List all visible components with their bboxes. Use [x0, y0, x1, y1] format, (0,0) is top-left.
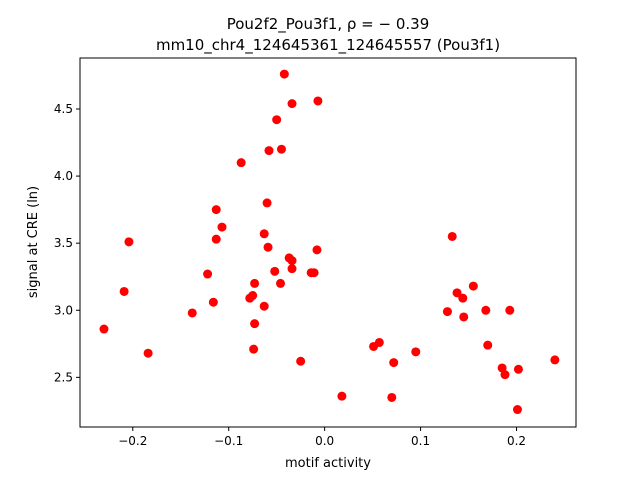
data-point [481, 305, 491, 315]
data-point [459, 312, 469, 322]
data-point [505, 305, 515, 315]
data-point [279, 69, 289, 79]
data-point [374, 337, 384, 347]
data-point [211, 205, 221, 215]
data-point [236, 158, 246, 168]
data-point [287, 99, 297, 109]
data-point [452, 288, 462, 298]
data-point [143, 348, 153, 358]
data-point [497, 363, 507, 373]
data-point [442, 307, 452, 317]
x-tick-label: −0.1 [214, 434, 243, 448]
data-point [264, 146, 274, 156]
x-tick-label: −0.2 [118, 434, 147, 448]
y-axis-label: signal at CRE (ln) [26, 186, 41, 298]
data-point [483, 340, 493, 350]
data-point [263, 242, 273, 252]
x-tick-label: 0.1 [411, 434, 430, 448]
data-point [296, 356, 306, 366]
data-point [249, 344, 259, 354]
data-point [270, 266, 280, 276]
x-tick-label: 0.2 [507, 434, 526, 448]
data-point [312, 245, 322, 255]
y-axis-ticks: 2.5 3.0 3.5 4.0 4.5 [54, 102, 80, 384]
data-point [276, 144, 286, 154]
data-point [458, 293, 468, 303]
data-point [203, 269, 213, 279]
data-point [337, 391, 347, 401]
data-point [550, 355, 560, 365]
data-point [250, 278, 260, 288]
data-point [187, 308, 197, 318]
data-point [262, 198, 272, 208]
y-tick-label: 3.5 [54, 236, 73, 250]
data-point [411, 347, 421, 357]
data-point [217, 222, 227, 232]
data-point [124, 237, 134, 247]
data-point [447, 231, 457, 241]
data-point [208, 297, 218, 307]
data-point [287, 264, 297, 274]
data-point [389, 358, 399, 368]
data-point [211, 234, 221, 244]
data-point [309, 268, 319, 278]
data-point [287, 256, 297, 266]
y-tick-label: 3.0 [54, 303, 73, 317]
data-point [500, 370, 510, 380]
data-point [513, 364, 523, 374]
data-point [468, 281, 478, 291]
data-point [259, 229, 269, 239]
y-tick-label: 4.0 [54, 169, 73, 183]
data-point [259, 301, 269, 311]
y-tick-label: 2.5 [54, 370, 73, 384]
x-tick-label: 0.0 [315, 434, 334, 448]
data-point [272, 115, 282, 125]
x-axis-ticks: −0.2 −0.1 0.0 0.1 0.2 [118, 427, 526, 448]
data-point [248, 291, 258, 301]
plot-frame [79, 57, 577, 428]
data-point [99, 324, 109, 334]
y-tick-label: 4.5 [54, 102, 73, 116]
data-point [313, 96, 323, 106]
data-points [99, 69, 560, 415]
data-point [250, 319, 260, 329]
data-point [119, 286, 129, 296]
data-point [276, 278, 286, 288]
chart-title-line2: mm10_chr4_124645361_124645557 (Pou3f1) [156, 36, 500, 55]
data-point [512, 405, 522, 415]
chart-title-line1: Pou2f2_Pou3f1, ρ = − 0.39 [227, 15, 430, 34]
x-axis-label: motif activity [285, 456, 371, 471]
data-point [387, 392, 397, 402]
